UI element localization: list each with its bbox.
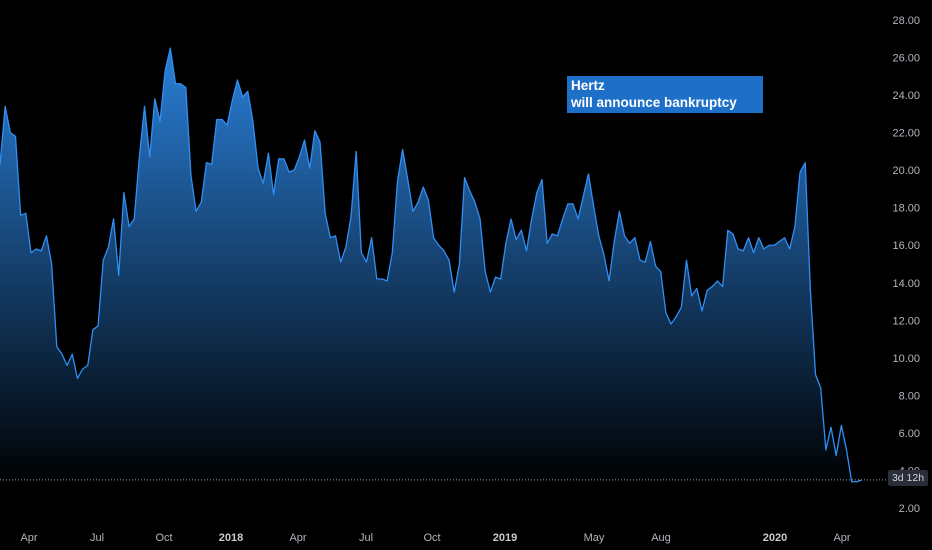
y-tick-label: 6.00 bbox=[899, 428, 920, 440]
y-tick-label: 24.00 bbox=[892, 90, 920, 102]
x-tick-label: Apr bbox=[833, 532, 850, 544]
y-tick-label: 12.00 bbox=[892, 315, 920, 327]
y-tick-label: 22.00 bbox=[892, 128, 920, 140]
y-tick-label: 10.00 bbox=[892, 353, 920, 365]
x-tick-label: Aug bbox=[651, 532, 671, 544]
x-tick-label: Oct bbox=[155, 532, 172, 544]
y-tick-label: 20.00 bbox=[892, 165, 920, 177]
annotation-line-1: Hertz bbox=[571, 78, 605, 93]
x-tick-label: 2019 bbox=[493, 532, 517, 544]
y-tick-label: 14.00 bbox=[892, 278, 920, 290]
y-tick-label: 16.00 bbox=[892, 240, 920, 252]
y-tick-label: 8.00 bbox=[899, 390, 920, 402]
x-tick-label: Jul bbox=[359, 532, 373, 544]
series-area bbox=[0, 48, 862, 550]
x-tick-label: May bbox=[584, 532, 605, 544]
annotation-label: Hertz will announce bankruptcy bbox=[567, 76, 763, 113]
last-price-tag: 3d 12h bbox=[888, 470, 928, 486]
x-tick-label: Apr bbox=[289, 532, 306, 544]
x-tick-label: Apr bbox=[20, 532, 37, 544]
series-line bbox=[0, 47, 863, 483]
x-axis: Apr Jul Oct 2018 Apr Jul Oct 2019 May Aug 2020 Apr bbox=[20, 532, 850, 544]
x-tick-label: Jul bbox=[90, 532, 104, 544]
y-tick-label: 18.00 bbox=[892, 203, 920, 215]
y-axis: 28.00 26.00 24.00 22.00 20.00 18.00 16.00 14.00… bbox=[892, 15, 920, 515]
y-tick-label: 26.00 bbox=[892, 53, 920, 65]
plot-area bbox=[0, 47, 888, 550]
x-tick-label: Oct bbox=[423, 532, 440, 544]
y-tick-label: 28.00 bbox=[892, 15, 920, 27]
x-tick-label: 2018 bbox=[219, 532, 243, 544]
x-tick-label: 2020 bbox=[763, 532, 787, 544]
annotation-line-2: will announce bankruptcy bbox=[571, 95, 737, 110]
y-tick-label: 2.00 bbox=[899, 503, 920, 515]
